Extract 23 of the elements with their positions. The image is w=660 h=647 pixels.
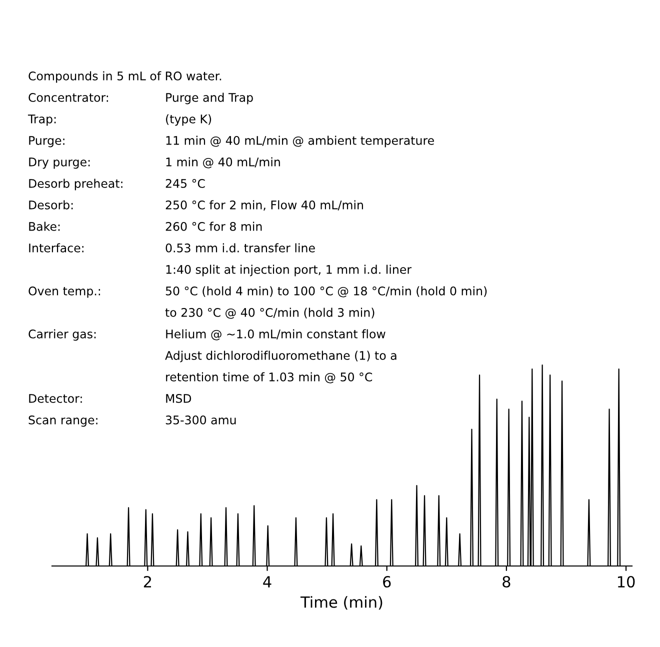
text: Concentrator: Purge and Trap — [28, 92, 253, 104]
x-tick-label: 2 — [144, 576, 151, 588]
text: Compounds in 5 mL of RO water. — [28, 71, 222, 83]
x-tick-label: 8 — [502, 576, 510, 588]
text: Purge: 11 min @ 40 mL/min @ ambient temperature — [29, 136, 434, 148]
text: Desorb preheat: 245 °C — [29, 178, 205, 190]
text: Trap: (type K) — [28, 114, 212, 126]
text: Scan range: 35-300 amu — [28, 415, 236, 427]
x-tick-label: 4 — [263, 576, 272, 588]
x-axis-title: Time (min) — [300, 596, 382, 610]
x-tick-label: 10 — [618, 576, 635, 588]
text: Detector: MSD — [29, 394, 192, 403]
text: to 230 °C @ 40 °C/min (hold 3 min) — [165, 308, 374, 319]
annotation: retention time of 1.03 min @ 50 °C — [166, 372, 372, 384]
text: Carrier gas: Helium @ ~1.0 mL/min constant flow — [28, 329, 386, 341]
text: Dry purge: 1 min @ 40 mL/min — [29, 157, 280, 169]
text: Oven temp.: 50 °C (hold 4 min) to 100 °C @ 18 °C/min (hold 0 min) — [28, 286, 487, 298]
text: Desorb: 250 °C for 2 min, Flow 40 mL/min — [29, 200, 363, 211]
text: Interface: 0.53 mm i.d. transfer line — [29, 243, 315, 252]
text: 1:40 split at injection port, 1 mm i.d. liner — [166, 264, 412, 276]
text: Adjust dichlorodifluoromethane (1) to a — [165, 350, 396, 362]
text: Bake: 260 °C for 8 min — [29, 222, 262, 231]
x-tick-label: 6 — [383, 576, 391, 588]
